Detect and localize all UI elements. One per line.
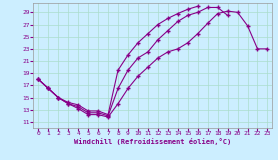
X-axis label: Windchill (Refroidissement éolien,°C): Windchill (Refroidissement éolien,°C) bbox=[74, 138, 232, 145]
